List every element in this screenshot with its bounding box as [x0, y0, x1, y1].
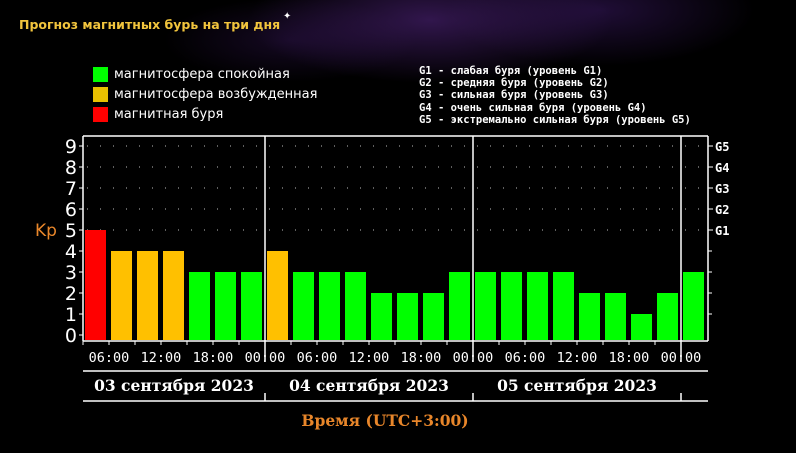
y-tick-label: 0: [65, 325, 77, 347]
kp-bar: [85, 230, 106, 340]
kp-bar: [137, 251, 158, 340]
g-legend-item: G3 - сильная буря (уровень G3): [419, 89, 609, 102]
x-tick-label: 06:00: [505, 350, 546, 366]
x-tick-label: 12:00: [349, 350, 390, 366]
y-tick-label: 7: [65, 178, 77, 200]
y-tick-label: 9: [65, 136, 77, 158]
x-tick-label: 18:00: [193, 350, 234, 366]
y-tick-label: 1: [65, 304, 77, 326]
x-tick-label: 18:00: [401, 350, 442, 366]
y-tick-label: 6: [65, 199, 77, 221]
kp-bar: [501, 272, 522, 340]
legend-label: магнитосфера возбужденная: [114, 86, 318, 102]
legend-item-quiet: магнитосфера спокойная: [93, 64, 317, 84]
kp-bar: [163, 251, 184, 340]
y-tick-label: 5: [65, 220, 77, 242]
kp-bar: [631, 314, 652, 340]
legend-label: магнитосфера спокойная: [114, 66, 290, 82]
g-legend-item: G1 - слабая буря (уровень G1): [419, 65, 603, 77]
kp-bar: [683, 272, 704, 340]
g-legend-item: G5 - экстремально сильная буря (уровень …: [419, 113, 691, 126]
y-tick-label: 4: [65, 241, 77, 263]
x-tick-label: 12:00: [557, 350, 598, 366]
kp-bar: [579, 293, 600, 340]
kp-bar: [605, 293, 626, 340]
star-icon: ✦: [283, 11, 292, 22]
page-title: Прогноз магнитных бурь на три дня: [19, 17, 281, 32]
g-level-label: G1: [715, 224, 729, 238]
g-level-label: G4: [715, 161, 729, 175]
x-tick-label: 00:00: [661, 350, 702, 366]
g-level-label: G2: [715, 203, 729, 217]
legend-label: магнитная буря: [114, 106, 224, 122]
kp-bar: [371, 293, 392, 340]
kp-bar: [319, 272, 340, 340]
date-label: 05 сентября 2023: [497, 376, 657, 395]
x-tick-label: 00:00: [245, 350, 286, 366]
x-tick-label: 00:00: [453, 350, 494, 366]
kp-bar: [657, 293, 678, 340]
legend-item-storm: магнитная буря: [93, 104, 317, 124]
g-level-label: G3: [715, 182, 729, 196]
kp-bar: [215, 272, 236, 340]
x-tick-label: 18:00: [609, 350, 650, 366]
y-tick-label: 2: [65, 283, 77, 305]
x-tick-label: 06:00: [297, 350, 338, 366]
y-tick-label: 3: [65, 262, 77, 284]
x-axis-title: Время (UTC+3:00): [301, 411, 468, 430]
kp-bar: [111, 251, 132, 340]
g-legend-item: G4 - очень сильная буря (уровень G4): [419, 101, 647, 114]
kp-bar: [527, 272, 548, 340]
y-tick-label: 8: [65, 157, 77, 179]
kp-bar: [345, 272, 366, 340]
y-axis-label: Kp: [35, 221, 57, 241]
kp-bar: [553, 272, 574, 340]
date-label: 04 сентября 2023: [289, 376, 449, 395]
kp-bar: [397, 293, 418, 340]
kp-bar: [449, 272, 470, 340]
date-label: 03 сентября 2023: [94, 376, 254, 395]
swatch-green: [93, 66, 108, 82]
g-level-legend: G1 - слабая буря (уровень G1) G2 - средн…: [419, 65, 691, 126]
kp-bar: [267, 251, 288, 340]
g-legend-item: G2 - средняя буря (уровень G2): [419, 77, 609, 90]
kp-bar: [475, 272, 496, 340]
kp-bar: [241, 272, 262, 340]
kp-bar: [423, 293, 444, 340]
kp-bar: [189, 272, 210, 340]
color-legend: магнитосфера спокойная магнитосфера возб…: [93, 64, 317, 124]
x-tick-label: 06:00: [89, 350, 130, 366]
swatch-yellow: [93, 86, 108, 102]
kp-bar: [293, 272, 314, 340]
legend-item-active: магнитосфера возбужденная: [93, 84, 317, 104]
g-level-label: G5: [715, 140, 729, 154]
swatch-red: [93, 106, 108, 122]
x-tick-label: 12:00: [141, 350, 182, 366]
